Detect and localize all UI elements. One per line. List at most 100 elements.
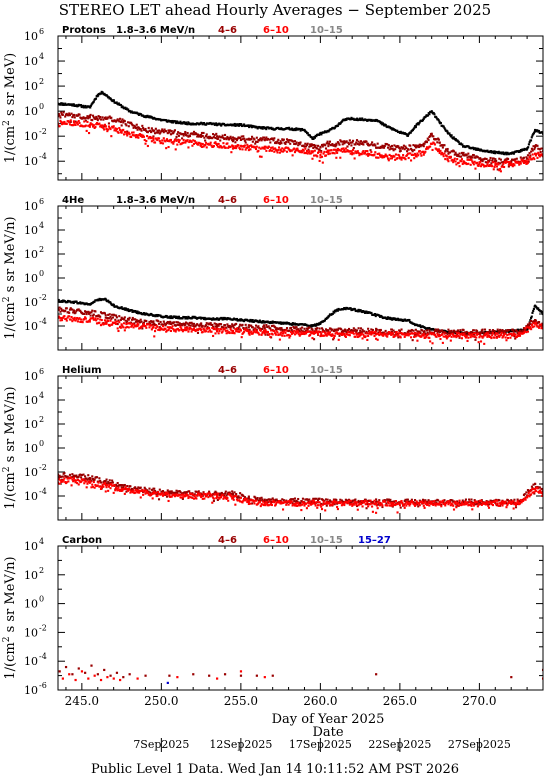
data-point xyxy=(124,326,127,329)
data-point xyxy=(472,163,475,166)
data-point xyxy=(204,139,207,142)
data-point xyxy=(253,330,256,333)
data-point xyxy=(150,131,153,134)
data-point xyxy=(243,328,246,331)
data-point-anchor xyxy=(184,323,187,326)
data-point xyxy=(221,146,224,149)
data-point xyxy=(274,328,277,331)
data-point-anchor xyxy=(422,334,425,337)
data-point xyxy=(482,335,485,338)
data-point-anchor xyxy=(351,141,354,144)
data-point xyxy=(135,134,138,137)
data-point-anchor xyxy=(279,332,282,335)
data-point-anchor xyxy=(390,333,394,336)
data-point-anchor xyxy=(398,147,401,150)
data-point xyxy=(184,130,187,134)
data-point xyxy=(437,148,440,151)
data-point xyxy=(311,337,314,340)
data-point xyxy=(251,318,254,322)
data-point xyxy=(196,135,199,138)
data-point-anchor xyxy=(335,150,338,153)
data-point xyxy=(285,140,288,144)
data-point xyxy=(502,151,505,154)
data-point xyxy=(349,307,352,310)
data-point xyxy=(62,102,65,105)
data-point-anchor xyxy=(128,309,131,312)
data-point-anchor xyxy=(414,146,417,149)
data-point xyxy=(403,499,406,503)
data-point xyxy=(219,328,223,331)
data-point xyxy=(118,315,121,318)
data-point xyxy=(122,121,125,124)
data-point xyxy=(167,329,170,332)
data-point xyxy=(178,139,181,142)
data-point xyxy=(491,161,495,164)
data-point-anchor xyxy=(184,491,187,494)
data-point xyxy=(188,135,192,138)
data-point xyxy=(58,115,60,118)
data-point xyxy=(117,102,120,105)
data-point xyxy=(519,328,523,331)
data-point xyxy=(117,329,120,333)
data-point xyxy=(487,503,491,506)
data-point xyxy=(422,153,425,156)
y-axis-label: 1/(cm2 s sr MeV) xyxy=(2,53,18,164)
data-point xyxy=(458,335,461,338)
data-point xyxy=(271,333,274,336)
y-tick-exponent: 4 xyxy=(39,52,44,61)
data-point xyxy=(512,163,515,166)
data-point xyxy=(264,329,267,332)
data-point xyxy=(414,144,417,147)
data-point xyxy=(190,330,193,333)
data-point-anchor xyxy=(263,498,266,501)
data-point xyxy=(126,130,129,133)
data-point xyxy=(404,498,407,501)
data-point xyxy=(208,323,211,326)
data-point-anchor xyxy=(478,162,481,165)
data-point xyxy=(208,137,211,140)
data-point xyxy=(191,144,194,147)
data-point xyxy=(91,119,94,122)
data-point-anchor xyxy=(192,316,195,319)
data-point xyxy=(138,133,141,136)
data-point xyxy=(218,146,221,149)
data-point xyxy=(142,135,145,138)
data-point xyxy=(150,324,153,327)
data-point-anchor xyxy=(152,130,155,133)
data-point xyxy=(350,150,353,153)
data-point xyxy=(267,325,270,328)
data-point xyxy=(477,341,480,344)
data-point xyxy=(416,330,419,333)
data-point xyxy=(498,157,501,160)
data-point xyxy=(210,144,213,147)
data-point-anchor xyxy=(319,146,322,149)
data-point xyxy=(150,328,153,331)
data-point xyxy=(233,146,236,149)
data-point xyxy=(247,124,250,127)
data-point xyxy=(97,480,100,483)
data-point xyxy=(99,124,103,127)
data-point xyxy=(249,148,252,151)
data-point xyxy=(274,332,277,335)
y-tick-exponent: -2 xyxy=(39,127,47,136)
data-point xyxy=(406,150,409,153)
data-point xyxy=(500,331,503,335)
data-point-anchor xyxy=(128,110,131,113)
data-point xyxy=(337,338,340,341)
data-point xyxy=(230,325,233,328)
data-point xyxy=(204,143,207,147)
legend-6-10: 6–10 xyxy=(263,195,289,206)
data-point xyxy=(136,128,139,131)
data-point xyxy=(318,327,321,330)
data-point xyxy=(458,501,461,504)
data-point xyxy=(236,496,239,499)
data-point xyxy=(326,140,329,143)
data-point xyxy=(123,329,126,332)
data-point xyxy=(458,336,461,339)
data-point xyxy=(481,328,484,331)
data-point xyxy=(429,340,432,343)
data-point xyxy=(298,143,301,146)
data-point xyxy=(468,332,471,335)
data-point xyxy=(271,138,274,141)
data-point xyxy=(60,478,64,481)
